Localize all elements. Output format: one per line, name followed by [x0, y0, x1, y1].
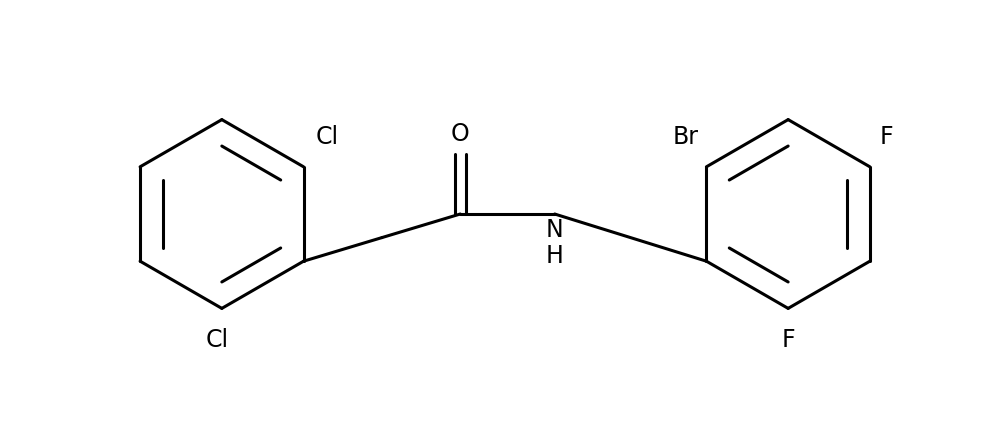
Text: N: N [546, 218, 563, 242]
Text: Br: Br [672, 125, 698, 149]
Text: F: F [782, 328, 795, 352]
Text: O: O [451, 122, 470, 146]
Text: Cl: Cl [205, 328, 228, 352]
Text: F: F [880, 125, 893, 149]
Text: Cl: Cl [316, 125, 339, 149]
Text: H: H [545, 244, 563, 268]
